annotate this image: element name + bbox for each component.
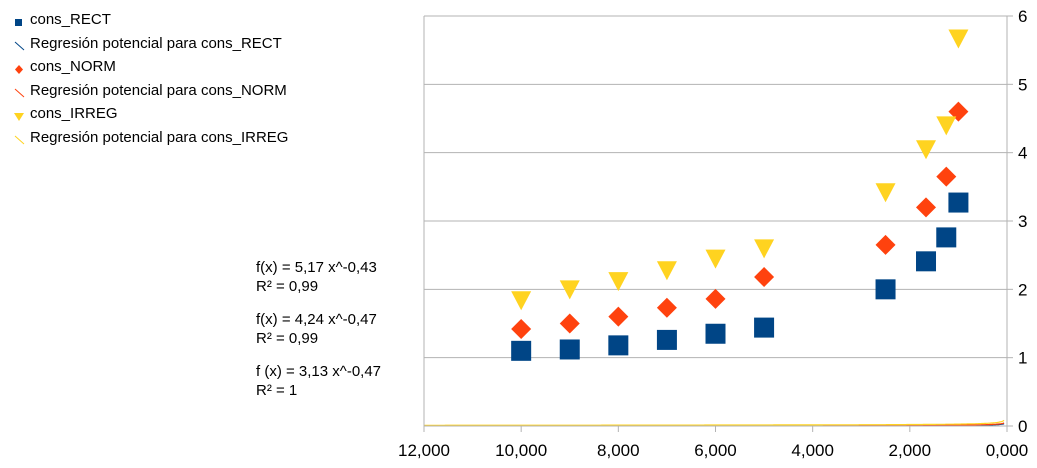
x-tick-label: 12,000 — [398, 441, 450, 460]
data-point-cons_RECT — [916, 251, 937, 272]
legend-item-trend-rect: Regresión potencial para cons_RECT — [12, 32, 288, 56]
y-tick-label: 5 — [1018, 75, 1027, 94]
data-point-cons_RECT — [656, 329, 677, 350]
diamond-marker-icon — [12, 60, 30, 74]
y-tick-label: 3 — [1018, 212, 1027, 231]
legend-item-trend-norm: Regresión potencial para cons_NORM — [12, 79, 288, 103]
legend-label: Regresión potencial para cons_RECT — [30, 34, 282, 52]
data-point-cons_IRREG — [608, 272, 629, 292]
trendline-cons_IRREG — [424, 419, 1005, 426]
data-point-cons_RECT — [608, 335, 629, 356]
x-tick-label: 6,000 — [694, 441, 737, 460]
y-tick-label: 1 — [1018, 349, 1027, 368]
data-point-cons_NORM — [559, 313, 580, 334]
data-point-cons_IRREG — [875, 183, 896, 203]
equation-irreg: f(x) = 5,17 x^-0,43 R² = 0,99 — [256, 258, 381, 296]
data-point-cons_RECT — [875, 279, 896, 300]
equation-formula: f(x) = 4,24 x^-0,47 — [256, 311, 377, 328]
trendline-icon — [12, 36, 30, 51]
legend-label: Regresión potencial para cons_NORM — [30, 81, 287, 99]
legend-label: cons_IRREG — [30, 105, 118, 122]
y-tick-label: 0 — [1018, 417, 1027, 436]
data-point-cons_IRREG — [948, 29, 969, 49]
equation-r2: R² = 1 — [256, 382, 298, 399]
legend-item-cons-rect: cons_RECT — [12, 8, 288, 32]
legend-item-trend-irreg: Regresión potencial para cons_IRREG — [12, 126, 288, 150]
regression-equations: f(x) = 5,17 x^-0,43 R² = 0,99 f(x) = 4,2… — [256, 258, 381, 414]
legend-item-cons-norm: cons_NORM — [12, 55, 288, 79]
legend-item-cons-irreg: cons_IRREG — [12, 102, 288, 126]
equation-rect: f (x) = 3,13 x^-0,47 R² = 1 — [256, 362, 381, 400]
equation-norm: f(x) = 4,24 x^-0,47 R² = 0,99 — [256, 310, 381, 348]
data-point-cons_NORM — [608, 306, 629, 327]
data-point-cons_NORM — [656, 297, 677, 318]
x-tick-label: 0,000 — [986, 441, 1029, 460]
equation-r2: R² = 0,99 — [256, 278, 319, 295]
data-point-cons_IRREG — [511, 291, 532, 311]
data-point-cons_NORM — [875, 234, 896, 255]
triangle-marker-icon — [12, 107, 30, 121]
data-point-cons_NORM — [936, 166, 957, 187]
data-point-cons_IRREG — [705, 249, 726, 269]
trendline-icon — [12, 130, 30, 145]
legend-label: cons_NORM — [30, 58, 116, 75]
data-point-cons_NORM — [511, 318, 532, 339]
y-tick-label: 4 — [1018, 144, 1027, 163]
data-point-cons_RECT — [559, 339, 580, 360]
square-marker-icon — [12, 13, 30, 27]
data-point-cons_IRREG — [656, 261, 677, 281]
data-point-cons_IRREG — [916, 140, 937, 160]
data-point-cons_RECT — [948, 192, 969, 213]
data-point-cons_IRREG — [559, 280, 580, 300]
legend-label: cons_RECT — [30, 11, 111, 28]
x-tick-label: 8,000 — [597, 441, 640, 460]
data-point-cons_IRREG — [936, 116, 957, 136]
y-tick-label: 2 — [1018, 280, 1027, 299]
data-point-cons_RECT — [511, 340, 532, 361]
legend-label: Regresión potencial para cons_IRREG — [30, 128, 289, 146]
data-point-cons_RECT — [754, 317, 775, 338]
equation-r2: R² = 0,99 — [256, 330, 319, 347]
data-point-cons_NORM — [705, 288, 726, 309]
x-tick-label: 4,000 — [791, 441, 834, 460]
data-point-cons_RECT — [705, 323, 726, 344]
equation-formula: f (x) = 3,13 x^-0,47 — [256, 363, 382, 380]
trendline-icon — [12, 83, 30, 98]
data-point-cons_RECT — [936, 227, 957, 248]
data-point-cons_NORM — [754, 267, 775, 288]
chart-legend: cons_RECT Regresión potencial para cons_… — [12, 8, 288, 149]
data-point-cons_NORM — [916, 197, 937, 218]
data-point-cons_IRREG — [754, 239, 775, 259]
equation-formula: f(x) = 5,17 x^-0,43 — [256, 259, 377, 276]
x-tick-label: 10,000 — [495, 441, 547, 460]
y-tick-label: 6 — [1018, 7, 1027, 26]
x-tick-label: 2,000 — [889, 441, 932, 460]
